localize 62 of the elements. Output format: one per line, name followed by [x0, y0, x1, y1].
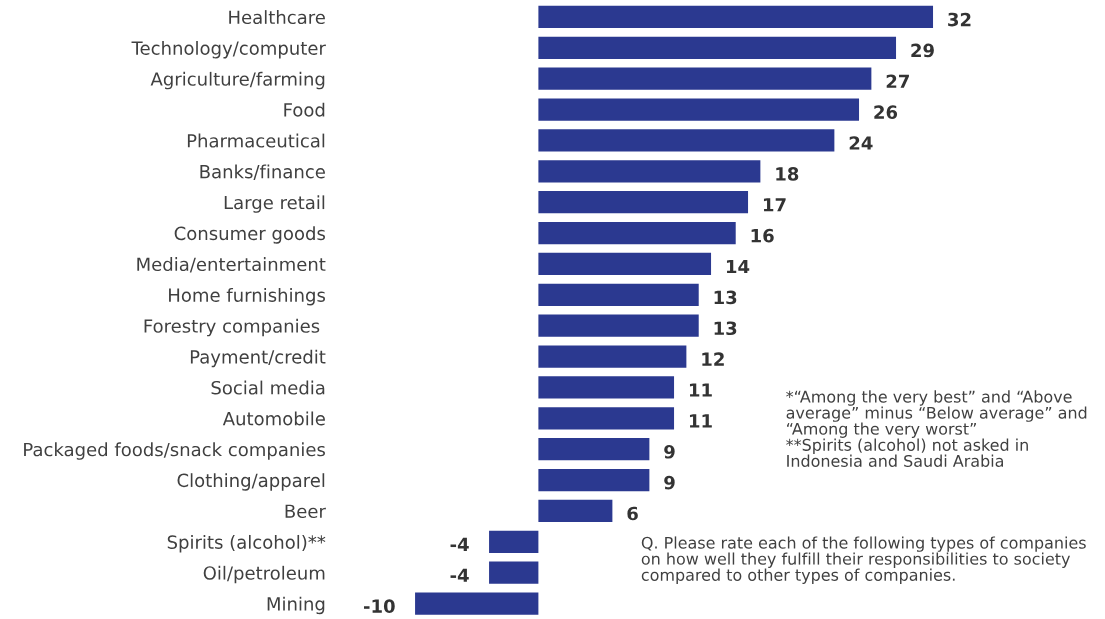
data-label: 11: [689, 414, 712, 428]
y-tick-label: Forestry companies: [144, 318, 320, 337]
data-label: 12: [702, 352, 724, 366]
data-label: 16: [751, 228, 774, 243]
y-tick-label: Consumer goods: [174, 226, 325, 244]
data-label: 9: [664, 444, 675, 459]
y-tick-label: Home furnishings: [169, 287, 326, 306]
bar: [489, 530, 539, 553]
y-tick-label: Automobile: [222, 411, 325, 426]
bar: [538, 160, 761, 183]
y-tick-label: Media/entertainment: [137, 257, 326, 273]
y-tick-label: Spirits (alcohol)**: [167, 534, 326, 553]
y-tick-label: Oil/petroleum: [203, 565, 325, 584]
y-tick-label: Food: [284, 102, 325, 117]
bar: [538, 67, 872, 90]
bar: [538, 191, 749, 214]
data-label: 18: [776, 167, 799, 181]
bar: [415, 592, 539, 615]
data-label: 14: [726, 259, 750, 274]
y-tick-label: Payment/credit: [190, 349, 326, 368]
data-label: -10: [363, 599, 395, 613]
bar: [538, 376, 675, 399]
data-label: 9: [664, 475, 675, 490]
bar: [538, 221, 736, 245]
bar: [538, 98, 860, 121]
data-label: -4: [450, 537, 469, 551]
data-label: 11: [689, 383, 712, 397]
bar: [538, 314, 699, 337]
data-label: 13: [714, 321, 737, 336]
data-label: 32: [948, 12, 971, 27]
y-tick-label: Beer: [285, 504, 326, 519]
annotation: Q. Please rate each of the following types of companies on how well they fulfill their responsibilities to society compared to other types of companies.: [641, 536, 1086, 584]
y-tick-label: Large retail: [224, 195, 325, 213]
data-label: 6: [627, 506, 638, 521]
bar: [538, 438, 650, 461]
y-tick-label: Agriculture/farming: [150, 71, 325, 90]
data-label: 13: [714, 290, 737, 305]
bar: [538, 129, 835, 152]
bar: [538, 36, 897, 59]
bar: [489, 561, 539, 584]
bar: [538, 468, 650, 492]
bar: [538, 345, 687, 368]
y-tick-label: Technology/computer: [131, 40, 326, 59]
y-tick-label: Clothing/apparel: [177, 473, 325, 491]
data-label: -4: [450, 568, 469, 582]
y-tick-label: Pharmaceutical: [187, 133, 325, 148]
data-label: 24: [849, 136, 873, 150]
data-label: 27: [886, 74, 909, 88]
data-label: 29: [911, 43, 934, 58]
y-tick-label: Social media: [211, 380, 325, 395]
bar: [538, 407, 675, 430]
y-tick-label: Mining: [267, 596, 325, 615]
bar: [538, 499, 613, 523]
y-tick-label: Packaged foods/snack companies: [24, 442, 325, 460]
annotation: *“Among the very best” and “Above average” minus “Below average” and “Among the very worst” **Spirits (alcohol) not asked in Indonesia and Saudi Arabia: [786, 390, 1087, 467]
y-tick-label: Healthcare: [229, 10, 325, 25]
data-label: 17: [763, 198, 786, 212]
y-tick-label: Banks/finance: [200, 164, 325, 180]
bar: [538, 252, 712, 276]
bar: [538, 5, 934, 29]
data-label: 26: [874, 105, 898, 119]
bar: [538, 283, 699, 306]
